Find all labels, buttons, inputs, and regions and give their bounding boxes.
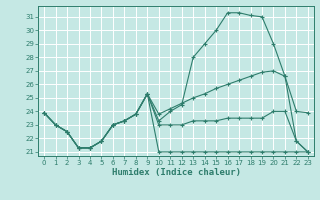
X-axis label: Humidex (Indice chaleur): Humidex (Indice chaleur)	[111, 168, 241, 177]
